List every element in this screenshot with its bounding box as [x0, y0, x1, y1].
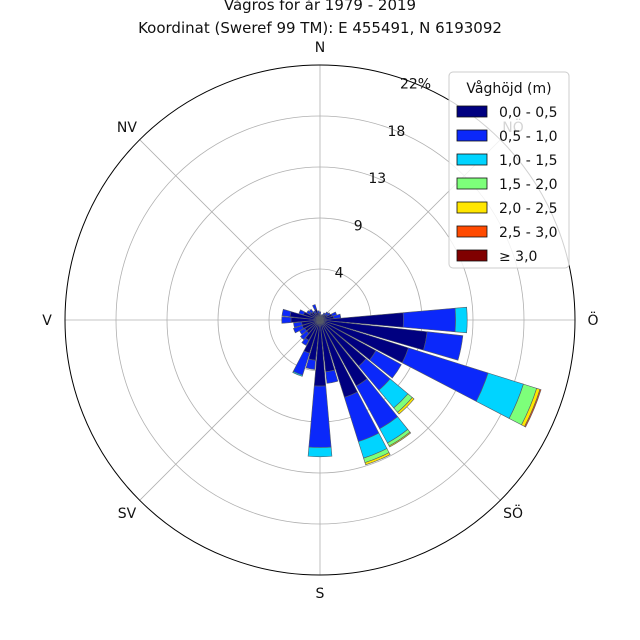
rose-bar-segment: [332, 313, 342, 319]
rose-bar-segment: [293, 321, 303, 328]
rose-bar-segment: [281, 308, 292, 318]
rose-bar-segment: [300, 330, 310, 340]
legend-swatch: [456, 177, 488, 190]
rose-bar-segment: [308, 385, 332, 448]
legend-label: 2,0 - 2,5: [499, 201, 557, 217]
rose-bar-segment: [402, 307, 456, 333]
direction-label: V: [42, 313, 52, 329]
legend-swatch: [456, 153, 488, 166]
direction-label: S: [316, 586, 325, 602]
direction-label: Ö: [587, 311, 598, 329]
legend-swatch: [456, 105, 488, 118]
rose-bar-segment: [330, 311, 337, 317]
outer-circle: [64, 64, 576, 576]
rose-bar-segment: [301, 337, 310, 346]
radial-tick-label: 9: [354, 218, 363, 234]
legend-label: 1,5 - 2,0: [499, 177, 557, 193]
direction-label: NV: [117, 120, 137, 136]
chart-subtitle: Koordinat (Sweref 99 TM): E 455491, N 61…: [138, 19, 502, 37]
rose-bar-segment: [307, 446, 333, 458]
radial-tick-label: 13: [368, 171, 386, 187]
direction-label: SÖ: [503, 504, 523, 522]
direction-label: SV: [118, 506, 137, 522]
grid-spoke: [139, 139, 321, 321]
rose-bar-segment: [299, 327, 307, 335]
rose-bar-segment: [454, 306, 468, 334]
rose-bar-segment: [305, 358, 316, 370]
rose-bar-segment: [397, 397, 415, 415]
legend-swatch: [456, 225, 488, 238]
rose-bar-segment: [293, 325, 304, 334]
legend-box: [448, 71, 570, 269]
legend-title: Våghöjd (m): [466, 80, 551, 97]
radial-tick-label: 18: [388, 124, 406, 140]
rose-bar-segment: [292, 371, 303, 377]
legend-swatch: [456, 249, 488, 262]
radial-tick-label: 4: [335, 266, 344, 282]
rose-bar-segment: [524, 388, 542, 428]
rose-bar-segment: [317, 310, 320, 314]
direction-label: N: [315, 40, 325, 56]
rose-bar-segment: [298, 309, 305, 316]
rose-bar-segment: [292, 350, 310, 376]
rose-bar-segment: [281, 316, 292, 324]
radial-tick-label: 22%: [400, 77, 431, 93]
legend-label: 0,5 - 1,0: [499, 129, 557, 145]
legend-label: ≥ 3,0: [499, 249, 537, 265]
legend-swatch: [456, 129, 488, 142]
rose-bar-segment: [423, 331, 464, 361]
rose-bar-segment: [325, 369, 339, 384]
legend-label: 0,0 - 0,5: [499, 105, 557, 121]
rose-bar-segment: [312, 304, 317, 311]
legend-swatch: [456, 201, 488, 214]
legend-label: 2,5 - 3,0: [499, 225, 557, 241]
rose-bar-segment: [388, 431, 412, 448]
rose-bars: [281, 304, 542, 466]
rose-bar-segment: [364, 452, 391, 466]
grid-spoke: [139, 319, 321, 501]
rose-bar-segment: [308, 308, 314, 314]
rose-bar-segment: [369, 350, 402, 379]
legend-label: 1,0 - 1,5: [499, 153, 557, 169]
rose-bar-segment: [306, 310, 312, 315]
chart-title: Vågros för år 1979 - 2019: [223, 0, 417, 14]
legend: Våghöjd (m) 0,0 - 0,5 0,5 - 1,0 1,0 - 1,5 1,…: [448, 71, 570, 269]
